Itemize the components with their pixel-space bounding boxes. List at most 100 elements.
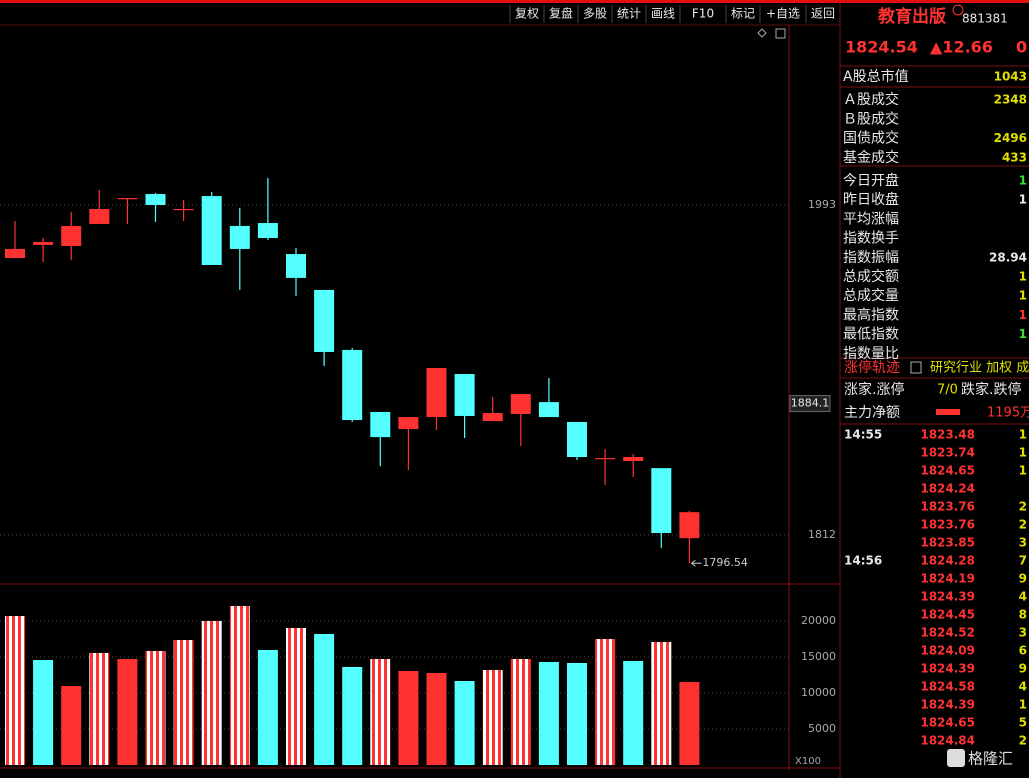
candle-body xyxy=(286,254,306,278)
candle-body xyxy=(342,349,363,420)
tick-price: 1824.39 xyxy=(920,590,975,604)
change: ▲12.66 xyxy=(930,38,993,57)
volume-bar xyxy=(370,659,391,765)
stat-label: 最低指数 xyxy=(843,327,899,343)
candle-body xyxy=(229,225,250,249)
stat-label: 基金成交 xyxy=(843,149,899,166)
toolbar-button[interactable]: 多股 xyxy=(583,7,607,21)
volume-bar xyxy=(229,606,250,765)
main-flow-bar xyxy=(936,409,960,415)
stat-value: 1 xyxy=(1019,289,1027,303)
price-marker-box xyxy=(789,395,831,413)
stat-label: 指数换手 xyxy=(843,230,899,247)
stat-label: Ｂ股成交 xyxy=(843,110,899,127)
tick-time: 14:56 xyxy=(844,554,882,568)
volume-bar xyxy=(117,659,138,765)
tick-price: 1824.19 xyxy=(920,572,975,586)
tick-volume: 1 xyxy=(1019,446,1027,460)
tick-price: 1824.39 xyxy=(920,698,975,712)
top-border xyxy=(0,0,1029,3)
volume-bar xyxy=(623,661,644,765)
candle-body xyxy=(33,242,54,245)
volume-bar xyxy=(33,660,54,765)
tick-price: 1823.48 xyxy=(920,428,975,442)
volume-bar xyxy=(426,672,447,765)
tick-volume: 1 xyxy=(1019,464,1027,478)
candle-body xyxy=(482,413,503,422)
volume-bar xyxy=(482,670,503,765)
volume-bar xyxy=(679,681,700,765)
volume-bar xyxy=(651,642,672,765)
candle-body xyxy=(61,225,82,247)
stat-label: 总成交量 xyxy=(843,287,899,304)
tick-volume: 3 xyxy=(1019,536,1027,550)
tick-volume: 7 xyxy=(1019,554,1027,568)
candle-body xyxy=(595,458,616,460)
volume-bar xyxy=(314,634,335,765)
volume-tick-label: 15000 xyxy=(801,650,836,663)
volume-bar xyxy=(5,616,25,765)
tick-volume: 4 xyxy=(1019,680,1027,694)
volume-bar xyxy=(286,627,306,765)
diamond-icon xyxy=(757,28,767,38)
candle-body xyxy=(679,512,700,539)
up-label: 涨家.涨停 xyxy=(844,381,904,398)
price-marker-label: 1884.1 xyxy=(791,397,830,410)
candle-body xyxy=(145,194,166,205)
toolbar-button[interactable]: +自选 xyxy=(766,7,800,21)
volume-bar xyxy=(173,640,194,765)
limit-track-icon xyxy=(910,361,922,374)
down-label: 跌家.跌停 xyxy=(961,381,1021,398)
candle-body xyxy=(89,208,110,224)
tick-volume: 4 xyxy=(1019,590,1027,604)
volume-bar xyxy=(145,651,166,765)
candle-body xyxy=(538,402,559,418)
tick-time: 14:55 xyxy=(844,428,882,442)
toolbar-button[interactable]: 统计 xyxy=(617,7,641,21)
tick-price: 1823.74 xyxy=(920,446,975,460)
candle-body xyxy=(370,411,391,438)
info-icon xyxy=(952,4,964,16)
volume-bar xyxy=(567,662,587,765)
stock-code: 881381 xyxy=(962,12,1008,26)
toolbar-button[interactable]: 画线 xyxy=(651,7,675,21)
tick-price: 1823.85 xyxy=(920,536,975,550)
tick-volume: 9 xyxy=(1019,662,1027,676)
price: 1824.54 xyxy=(845,38,918,57)
volume-unit: X100 xyxy=(795,756,821,767)
toolbar-button[interactable]: 复盘 xyxy=(549,6,573,21)
toolbar-button[interactable]: 复权 xyxy=(515,7,539,21)
toolbar-button[interactable]: F10 xyxy=(692,7,714,21)
stat-label: 指数量比 xyxy=(843,346,899,362)
limit-track-title[interactable]: 涨停轨迹 xyxy=(844,359,900,376)
limit-track-links[interactable]: 研究行业 加权 成 xyxy=(930,360,1029,376)
volume-bar xyxy=(595,639,616,765)
toolbar-button[interactable]: 返回 xyxy=(811,7,835,21)
stat-label: Ａ股成交 xyxy=(843,91,899,108)
toolbar-button[interactable]: 标记 xyxy=(731,7,755,21)
volume-tick-label: 5000 xyxy=(808,722,836,735)
candle-body xyxy=(117,198,138,200)
stat-value: 1 xyxy=(1019,270,1027,284)
main-flow-label: 主力净额 xyxy=(844,405,900,421)
y-tick-label: 1993 xyxy=(808,198,836,211)
tick-price: 1824.65 xyxy=(920,464,975,478)
candle-body xyxy=(454,374,475,416)
stat-label: A股总市值 xyxy=(843,68,909,85)
stat-label: 总成交额 xyxy=(843,268,899,285)
main-flow-value: 1195万 xyxy=(987,406,1029,421)
toolbar xyxy=(0,3,840,25)
candle-body xyxy=(426,368,447,418)
y-tick-label: 1812 xyxy=(808,528,836,541)
min-annotation: 1796.54 xyxy=(702,556,748,569)
panel-icons xyxy=(757,28,786,39)
tick-volume: 1 xyxy=(1019,698,1027,712)
stat-label: 昨日收盘 xyxy=(843,191,899,208)
candle-body xyxy=(5,248,25,259)
stat-value: 1043 xyxy=(994,70,1027,84)
volume-bar xyxy=(342,667,363,765)
change-pct: 0 xyxy=(1016,38,1027,57)
candle-body xyxy=(567,421,587,457)
stat-value: 1 xyxy=(1019,174,1027,188)
